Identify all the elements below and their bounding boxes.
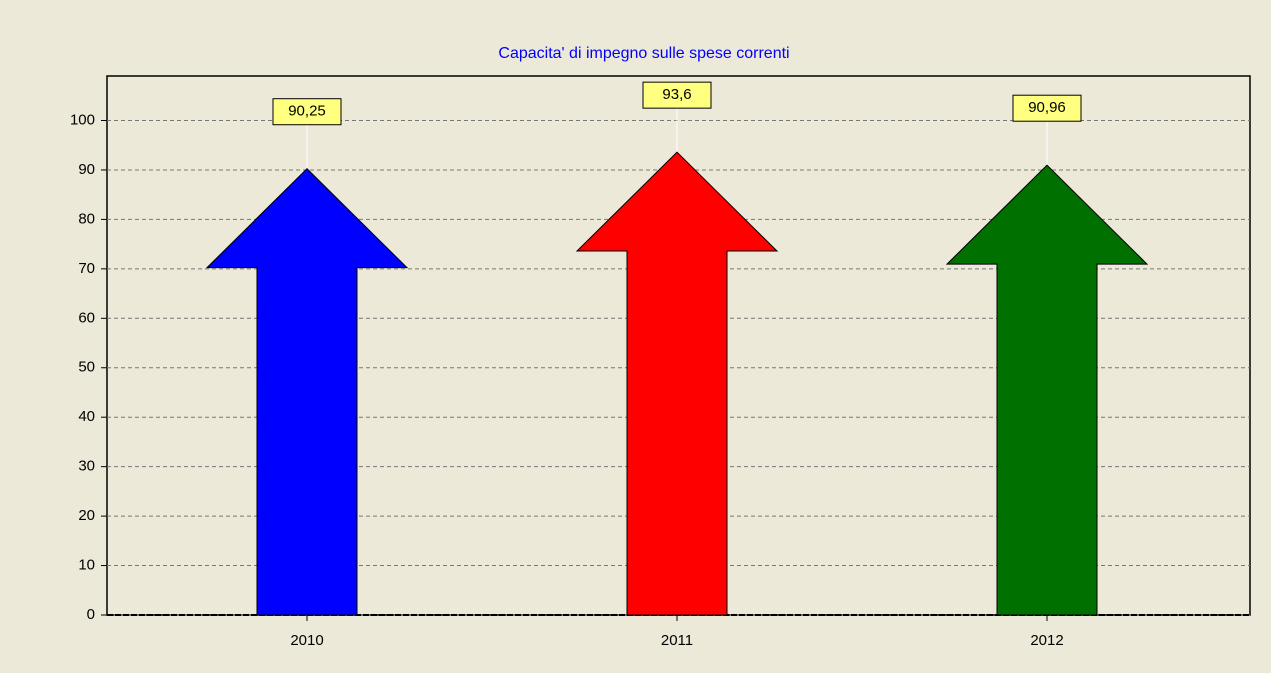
- arrow-bar: [945, 164, 1149, 616]
- y-tick-label: 70: [78, 260, 95, 277]
- x-tick-label: 2011: [661, 632, 693, 649]
- y-tick-label: 0: [87, 606, 95, 623]
- y-tick-label: 50: [78, 359, 95, 376]
- y-tick-label: 80: [78, 210, 95, 227]
- y-tick-label: 30: [78, 458, 95, 475]
- value-label: 93,6: [662, 86, 691, 103]
- chart-title: Capacita' di impegno sulle spese corrent…: [498, 45, 789, 62]
- y-tick-label: 40: [78, 408, 95, 425]
- x-tick-label: 2012: [1030, 632, 1063, 649]
- value-label-box: [642, 81, 712, 109]
- arrow-bar: [575, 151, 779, 616]
- y-tick-label: 90: [78, 161, 95, 178]
- arrow-bar: [205, 168, 409, 616]
- y-tick-label: 60: [78, 309, 95, 326]
- value-label: 90,96: [1028, 99, 1066, 116]
- y-tick-label: 20: [78, 507, 95, 524]
- value-label: 90,25: [288, 103, 326, 120]
- value-label-box: [1012, 94, 1082, 122]
- x-tick-label: 2010: [290, 632, 323, 649]
- y-tick-label: 10: [78, 557, 95, 574]
- y-tick-label: 100: [70, 111, 95, 128]
- value-label-box: [272, 98, 342, 126]
